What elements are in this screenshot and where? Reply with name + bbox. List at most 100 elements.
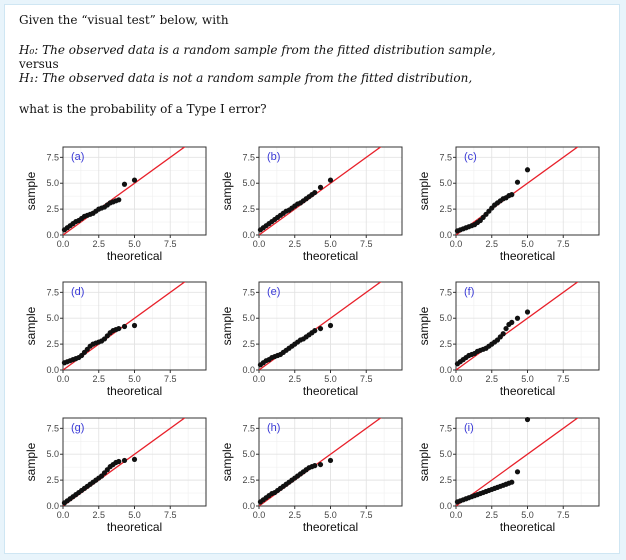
data-point xyxy=(514,179,521,185)
data-point xyxy=(312,189,318,196)
y-axis-title: sample xyxy=(24,171,38,210)
y-tick-label: 2.5 xyxy=(46,339,59,349)
data-point xyxy=(121,181,128,187)
data-point xyxy=(121,323,128,330)
y-tick-label: 0.0 xyxy=(242,365,255,375)
x-tick-label: 5.0 xyxy=(521,239,534,249)
x-tick-label: 2.5 xyxy=(485,510,498,520)
panel-label: (h) xyxy=(267,422,280,434)
x-tick-label: 7.5 xyxy=(360,239,373,249)
y-tick-label: 5.0 xyxy=(439,313,452,323)
qq-panel: 0.00.0 2.5 2.5 5.0 5.0 7.5 7.5 (g) theoretical sa… xyxy=(24,417,207,534)
x-tick-label: 7.5 xyxy=(360,374,373,384)
panel-label: (e) xyxy=(267,286,280,298)
x-axis-title: theoretical xyxy=(303,384,358,398)
data-point xyxy=(116,325,122,332)
x-axis-title: theoretical xyxy=(500,520,555,534)
y-tick-label: 2.5 xyxy=(439,204,452,214)
y-tick-label: 5.0 xyxy=(439,449,452,459)
plot-border xyxy=(62,146,207,236)
question-intro: Given the “visual test” below, with xyxy=(19,13,229,27)
y-axis-title: sample xyxy=(417,442,431,481)
y-tick-label: 5.0 xyxy=(46,178,59,188)
reference-line xyxy=(456,418,579,506)
panel-label: (b) xyxy=(267,151,280,163)
x-axis-title: theoretical xyxy=(303,520,358,534)
x-tick-label: 2.5 xyxy=(485,239,498,249)
plot-border xyxy=(62,281,207,371)
data-point xyxy=(509,479,515,485)
y-tick-label: 7.5 xyxy=(242,423,255,433)
x-axis-title: theoretical xyxy=(500,384,555,398)
qq-panel: 0.00.0 2.5 2.5 5.0 5.0 7.5 7.5 (c) theoretical sa… xyxy=(417,146,600,263)
x-tick-label: 7.5 xyxy=(557,239,570,249)
x-tick-label: 0.0 xyxy=(450,239,463,249)
x-tick-label: 7.5 xyxy=(557,510,570,520)
qq-panel: 0.00.0 2.5 2.5 5.0 5.0 7.5 7.5 (e) theoretical sa… xyxy=(220,281,403,398)
reference-line xyxy=(259,147,382,235)
y-tick-label: 2.5 xyxy=(46,204,59,214)
data-point xyxy=(116,197,122,203)
h0-text: The observed data is a random sample fro… xyxy=(42,43,496,57)
qq-panel: 0.00.0 2.5 2.5 5.0 5.0 7.5 7.5 (h) theoretical sa… xyxy=(220,417,403,534)
question-prompt: what is the probability of a Type I erro… xyxy=(19,102,267,116)
x-tick-label: 2.5 xyxy=(485,374,498,384)
data-point xyxy=(317,184,324,190)
y-tick-label: 7.5 xyxy=(439,287,452,297)
panel-label: (d) xyxy=(71,286,84,298)
plot-border xyxy=(455,281,600,371)
data-point xyxy=(524,416,531,423)
y-tick-label: 7.5 xyxy=(242,152,255,162)
data-point xyxy=(131,456,138,463)
h0-label: H₀: xyxy=(19,43,39,57)
x-tick-label: 2.5 xyxy=(288,239,301,249)
y-tick-label: 0.0 xyxy=(439,501,452,511)
y-tick-label: 0.0 xyxy=(439,365,452,375)
y-axis-title: sample xyxy=(220,442,234,481)
x-tick-label: 5.0 xyxy=(324,510,337,520)
y-tick-label: 2.5 xyxy=(439,339,452,349)
qq-panel: 0.00.0 2.5 2.5 5.0 5.0 7.5 7.5 (i) theoretical sa… xyxy=(417,416,600,534)
qq-plot-grid: 0.00.02.52.55.05.07.57.5 (a)theoreticalsa… xyxy=(24,146,600,534)
data-point xyxy=(503,325,509,332)
data-point xyxy=(121,457,128,464)
x-tick-label: 2.5 xyxy=(92,239,105,249)
x-tick-label: 0.0 xyxy=(450,510,463,520)
plot-border xyxy=(62,417,207,507)
y-tick-label: 0.0 xyxy=(242,501,255,511)
x-tick-label: 5.0 xyxy=(324,239,337,249)
x-tick-label: 2.5 xyxy=(288,374,301,384)
y-tick-label: 2.5 xyxy=(439,475,452,485)
data-point xyxy=(312,328,318,334)
y-tick-label: 2.5 xyxy=(242,475,255,485)
data-point xyxy=(312,463,318,469)
data-point xyxy=(327,177,334,183)
x-tick-label: 5.0 xyxy=(128,374,141,384)
x-tick-label: 7.5 xyxy=(557,374,570,384)
x-tick-label: 0.0 xyxy=(450,374,463,384)
data-point xyxy=(500,331,506,337)
data-point xyxy=(317,461,324,468)
y-tick-label: 0.0 xyxy=(439,230,452,240)
panel-label: (i) xyxy=(464,422,474,434)
y-axis-title: sample xyxy=(417,171,431,210)
x-tick-label: 0.0 xyxy=(253,374,266,384)
x-tick-label: 0.0 xyxy=(57,510,70,520)
x-tick-label: 7.5 xyxy=(360,510,373,520)
x-tick-label: 0.0 xyxy=(253,510,266,520)
x-axis-title: theoretical xyxy=(107,384,162,398)
x-tick-label: 7.5 xyxy=(164,239,177,249)
x-tick-label: 0.0 xyxy=(57,374,70,384)
x-axis-title: theoretical xyxy=(303,249,358,263)
y-tick-label: 0.0 xyxy=(46,365,59,375)
x-tick-label: 2.5 xyxy=(92,510,105,520)
y-tick-label: 0.0 xyxy=(46,230,59,240)
y-axis-title: sample xyxy=(220,171,234,210)
plot-border xyxy=(258,281,403,371)
null-hypothesis: H₀: The observed data is a random sample… xyxy=(19,43,496,57)
data-point xyxy=(509,192,515,198)
y-tick-label: 2.5 xyxy=(46,475,59,485)
x-tick-label: 7.5 xyxy=(164,374,177,384)
versus-text: versus xyxy=(19,57,59,71)
qq-panel: 0.00.0 2.5 2.5 5.0 5.0 7.5 7.5 (a) theoretical sa… xyxy=(24,146,207,263)
